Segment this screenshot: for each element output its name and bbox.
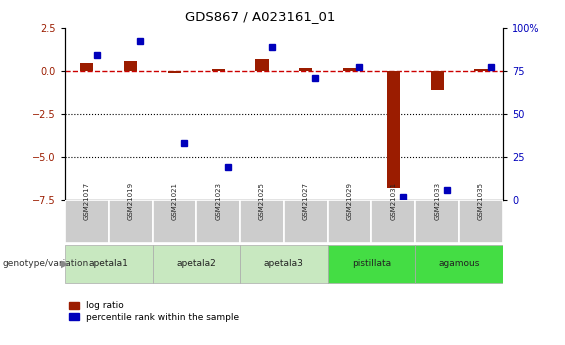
Text: GDS867 / A023161_01: GDS867 / A023161_01 bbox=[185, 10, 335, 23]
Text: ▶: ▶ bbox=[61, 259, 68, 269]
Bar bbox=[328, 245, 415, 283]
Text: GSM21029: GSM21029 bbox=[346, 181, 353, 219]
Bar bbox=[109, 200, 153, 243]
Text: apetala3: apetala3 bbox=[264, 259, 304, 268]
Bar bbox=[387, 71, 400, 188]
Legend: log ratio, percentile rank within the sample: log ratio, percentile rank within the sa… bbox=[69, 301, 239, 322]
Bar bbox=[431, 71, 444, 90]
Bar bbox=[328, 200, 372, 243]
Text: GSM21031: GSM21031 bbox=[390, 181, 397, 219]
Bar bbox=[415, 200, 459, 243]
Text: apetala2: apetala2 bbox=[176, 259, 216, 268]
Bar bbox=[475, 69, 488, 71]
Bar bbox=[65, 245, 153, 283]
Text: pistillata: pistillata bbox=[352, 259, 391, 268]
Bar bbox=[255, 59, 268, 71]
Bar bbox=[153, 200, 197, 243]
Text: GSM21025: GSM21025 bbox=[259, 181, 265, 219]
Bar bbox=[343, 68, 356, 71]
Bar bbox=[240, 245, 328, 283]
Text: GSM21023: GSM21023 bbox=[215, 181, 221, 219]
Text: GSM21019: GSM21019 bbox=[128, 181, 134, 219]
Bar bbox=[240, 200, 284, 243]
Text: agamous: agamous bbox=[438, 259, 480, 268]
Bar bbox=[299, 68, 312, 71]
Bar bbox=[212, 69, 225, 71]
Bar bbox=[372, 200, 415, 243]
Bar bbox=[197, 200, 240, 243]
Text: apetala1: apetala1 bbox=[89, 259, 129, 268]
Bar bbox=[124, 61, 137, 71]
Bar bbox=[284, 200, 328, 243]
Text: GSM21017: GSM21017 bbox=[84, 181, 90, 219]
Bar bbox=[459, 200, 503, 243]
Bar bbox=[415, 245, 503, 283]
Text: GSM21021: GSM21021 bbox=[171, 181, 177, 219]
Text: GSM21035: GSM21035 bbox=[478, 181, 484, 219]
Bar bbox=[65, 200, 109, 243]
Text: GSM21027: GSM21027 bbox=[303, 181, 309, 219]
Bar bbox=[168, 71, 181, 73]
Text: genotype/variation: genotype/variation bbox=[3, 259, 89, 268]
Bar bbox=[80, 63, 93, 71]
Text: GSM21033: GSM21033 bbox=[434, 181, 440, 219]
Bar bbox=[153, 245, 240, 283]
